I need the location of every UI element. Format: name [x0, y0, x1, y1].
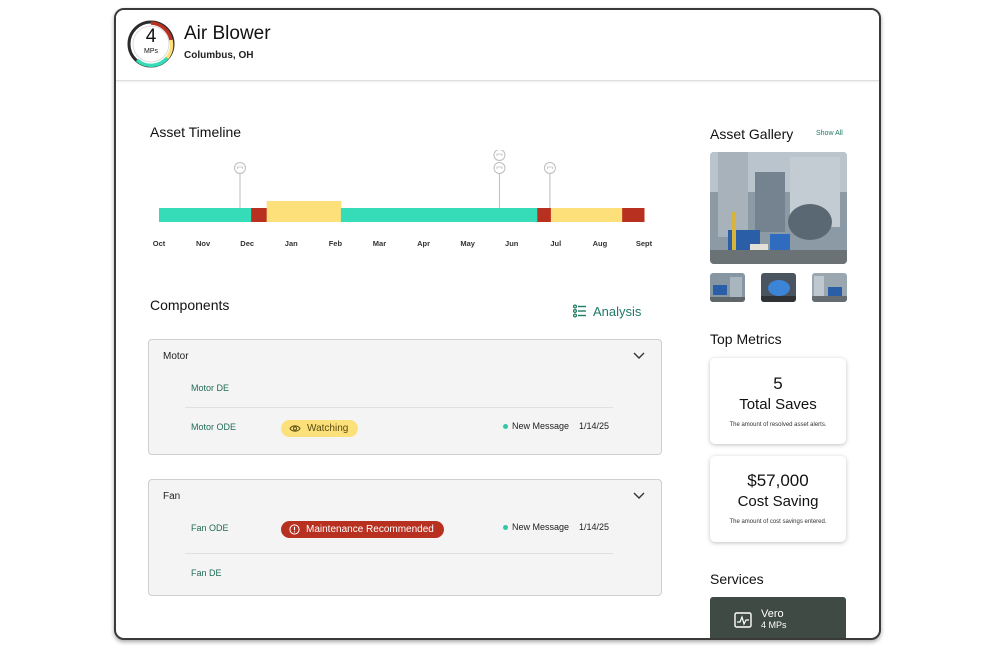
row-divider	[185, 407, 613, 408]
chevron-down-icon[interactable]	[633, 352, 645, 360]
timeline-segment-alert[interactable]	[251, 208, 268, 222]
new-message-indicator[interactable]: New Message	[503, 421, 569, 431]
analysis-label: Analysis	[593, 303, 642, 319]
component-row-label[interactable]: Fan DE	[191, 568, 222, 578]
services-title: Services	[710, 571, 764, 587]
event-icon[interactable]	[493, 162, 506, 174]
gallery-thumbnail[interactable]	[761, 273, 796, 302]
asset-title: Air Blower	[184, 23, 271, 44]
alert-circle-icon	[289, 524, 300, 535]
timeline-title: Asset Timeline	[150, 124, 242, 140]
mp-count: 4	[145, 26, 157, 47]
new-message-indicator[interactable]: New Message	[503, 522, 569, 532]
industrial-photo-image	[710, 273, 745, 302]
metric-description: The amount of resolved asset alerts.	[729, 422, 827, 428]
metric-card-cost-saving: $57,000 Cost Saving The amount of cost s…	[710, 456, 846, 542]
mp-unit: MPs	[144, 48, 158, 55]
metric-card-total-saves: 5 Total Saves The amount of resolved ass…	[710, 358, 846, 444]
component-card-fan[interactable]: Fan Fan ODE Maintenance Recommended New …	[148, 479, 662, 596]
event-icon[interactable]	[543, 162, 556, 174]
gallery-main-image[interactable]	[710, 152, 847, 264]
timeline-month-label: Feb	[329, 239, 343, 248]
metric-description: The amount of cost savings entered.	[729, 519, 827, 525]
component-row-label[interactable]: Motor DE	[191, 383, 230, 393]
status-badge-maintenance[interactable]: Maintenance Recommended	[281, 521, 444, 538]
badge-label: Maintenance Recommended	[306, 524, 434, 535]
timeline-month-label: Sept	[636, 239, 653, 248]
timeline-month-label: Jan	[285, 239, 298, 248]
timeline-event-marker[interactable]	[543, 162, 556, 209]
component-row-label[interactable]: Fan ODE	[191, 523, 229, 533]
metric-label: Total Saves	[739, 396, 817, 413]
badge-label: Watching	[307, 423, 349, 434]
industrial-photo-image	[710, 152, 847, 264]
asset-timeline[interactable]: Oct Nov Dec Jan Feb Mar Apr May Jun Jul Aug Sept	[144, 150, 654, 250]
chevron-down-icon[interactable]	[633, 492, 645, 500]
timeline-segment-warning[interactable]	[550, 208, 623, 222]
timeline-month-label: Jul	[550, 239, 561, 248]
component-name: Fan	[163, 491, 181, 502]
message-date: 1/14/25	[579, 522, 610, 532]
timeline-segment-alert[interactable]	[622, 208, 645, 222]
new-message-dot	[503, 524, 508, 530]
industrial-photo-image	[761, 273, 796, 302]
metric-value: 5	[773, 374, 783, 393]
event-icon[interactable]	[493, 150, 506, 161]
component-row-label[interactable]: Motor ODE	[191, 422, 237, 432]
timeline-month-label: Apr	[417, 239, 430, 248]
component-card-motor[interactable]: Motor Motor DE Motor ODE Watching New Me…	[148, 339, 662, 455]
service-mp-count: 4 MPs	[761, 620, 787, 630]
timeline-segment-warning[interactable]	[266, 201, 342, 222]
timeline-segment-healthy[interactable]	[159, 208, 252, 222]
mp-status-ring-icon	[127, 20, 175, 68]
timeline-month-label: May	[460, 239, 475, 248]
timeline-month-label: Mar	[373, 239, 386, 248]
row-divider	[185, 553, 613, 554]
service-card-vero[interactable]: Vero 4 MPs	[710, 597, 846, 638]
message-label: New Message	[512, 522, 570, 532]
timeline-event-marker[interactable]	[493, 150, 506, 208]
timeline-event-marker[interactable]	[233, 162, 246, 209]
timeline-month-label: Jun	[505, 239, 519, 248]
component-name: Motor	[163, 351, 189, 362]
metrics-title: Top Metrics	[710, 331, 782, 347]
show-all-link[interactable]: Show All	[816, 130, 843, 137]
components-title: Components	[150, 297, 230, 313]
eye-icon	[289, 425, 301, 432]
metric-value: $57,000	[747, 471, 809, 490]
timeline-month-label: Aug	[593, 239, 608, 248]
status-badge-watching[interactable]: Watching	[281, 420, 359, 437]
gallery-thumbnail[interactable]	[710, 273, 745, 302]
message-date: 1/14/25	[579, 421, 610, 431]
timeline-segment-alert[interactable]	[537, 208, 552, 222]
message-label: New Message	[512, 421, 570, 431]
timeline-month-label: Nov	[196, 239, 211, 248]
timeline-month-label: Dec	[240, 239, 254, 248]
gallery-thumbnail[interactable]	[812, 273, 847, 302]
timeline-month-label: Oct	[153, 239, 166, 248]
timeline-segment-healthy[interactable]	[340, 208, 538, 222]
gallery-title: Asset Gallery	[710, 126, 794, 142]
list-analysis-icon	[573, 304, 586, 318]
asset-location: Columbus, OH	[184, 50, 254, 61]
industrial-photo-image	[812, 273, 847, 302]
asset-header: 4 MPs Air Blower Columbus, OH	[116, 10, 879, 81]
asset-window: 4 MPs Air Blower Columbus, OH Asset Time…	[114, 8, 881, 640]
metric-label: Cost Saving	[737, 493, 819, 510]
analysis-button[interactable]: Analysis	[573, 300, 641, 322]
service-name: Vero	[761, 608, 784, 620]
monitor-chart-icon	[734, 612, 752, 628]
new-message-dot	[503, 423, 508, 429]
event-icon[interactable]	[233, 162, 246, 174]
